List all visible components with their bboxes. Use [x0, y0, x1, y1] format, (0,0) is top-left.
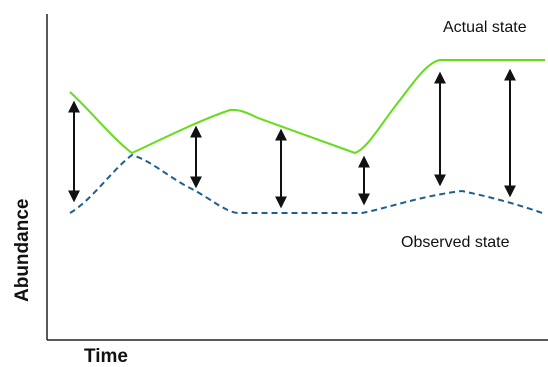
y-axis-label: Abundance	[12, 199, 33, 302]
actual-state-label: Actual state	[443, 19, 527, 36]
observed-state-line	[69, 153, 546, 215]
actual-state-line	[69, 59, 545, 155]
observed-state-label: Observed state	[401, 234, 510, 251]
x-axis-label: Time	[84, 346, 128, 367]
